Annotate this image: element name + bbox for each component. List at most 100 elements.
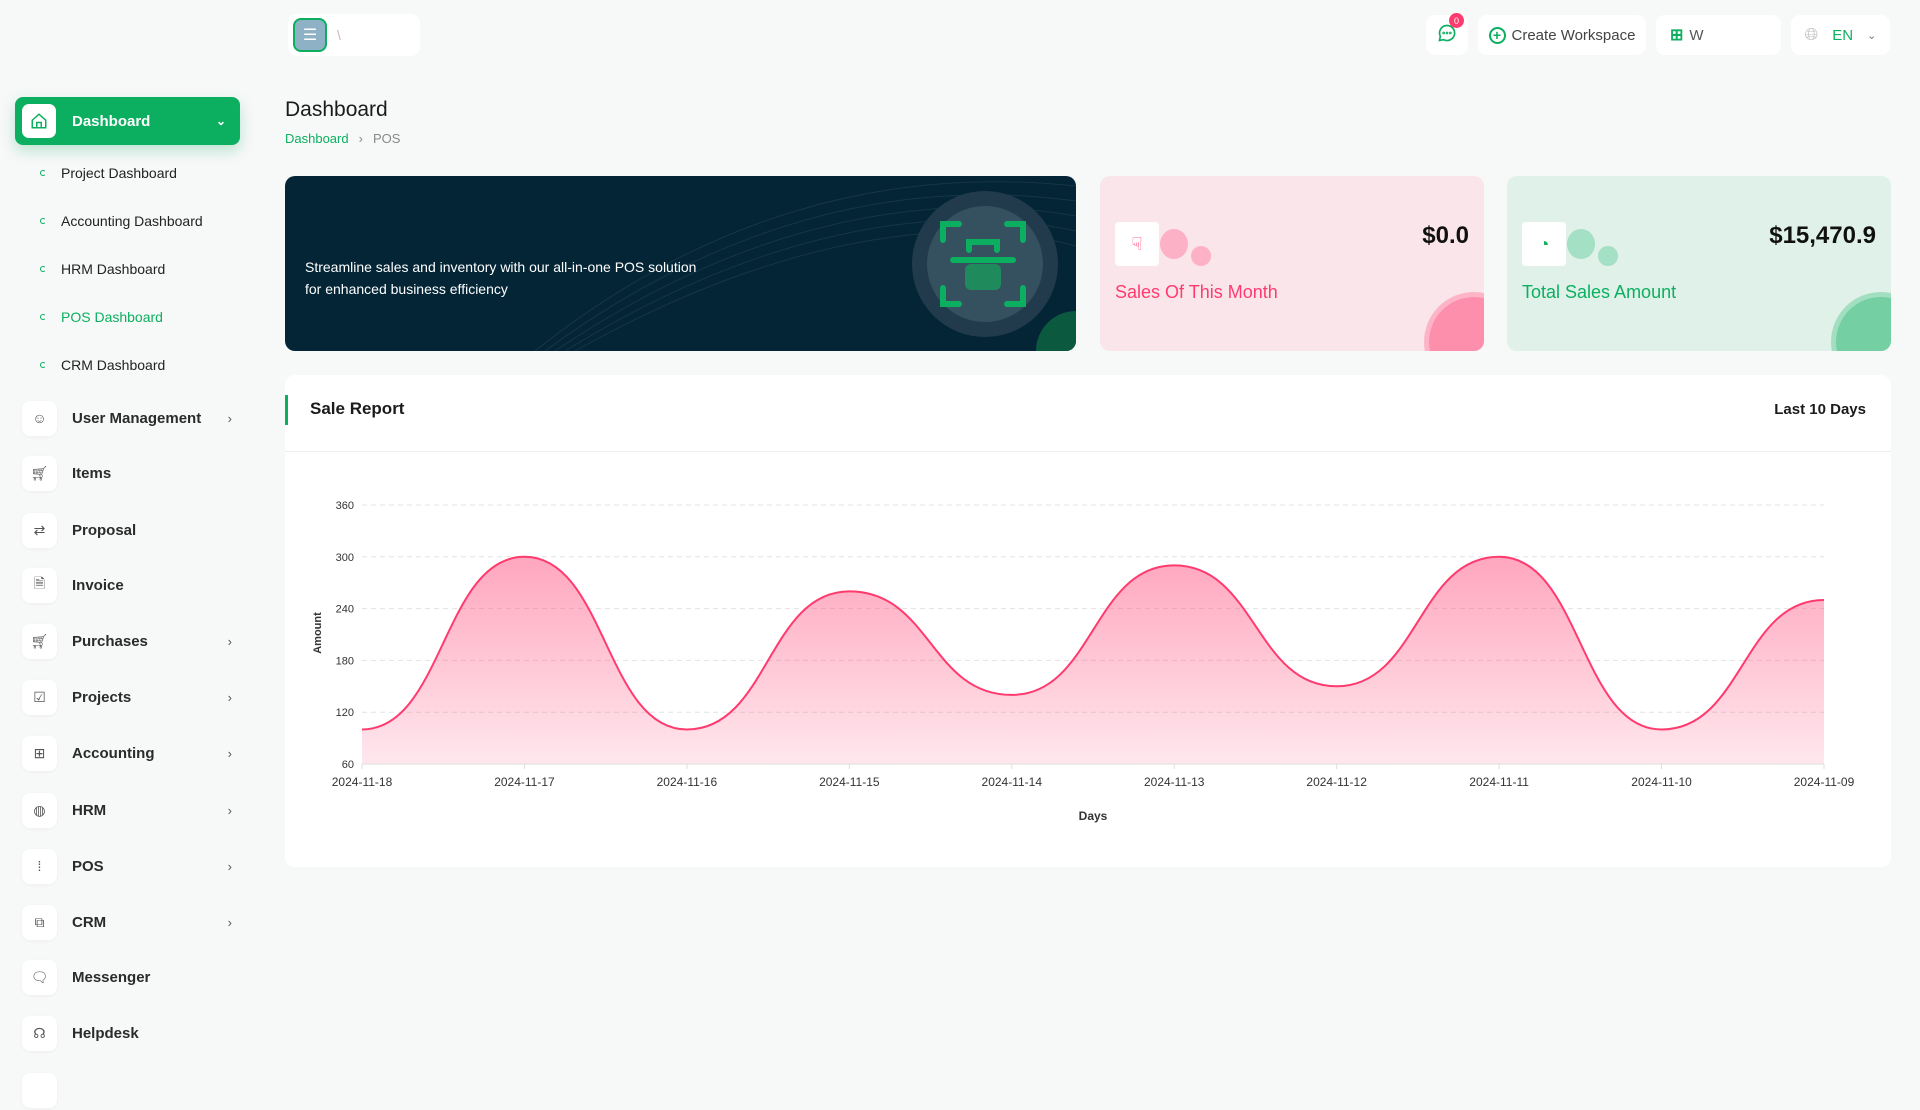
submenu-item[interactable]: POS Dashboard xyxy=(40,307,163,327)
cart-icon: 🛒︎ xyxy=(22,623,57,659)
sidebar-item-label: Accounting xyxy=(72,744,155,762)
submenu-label: POS Dashboard xyxy=(61,309,163,325)
y-tick-label: 240 xyxy=(336,604,354,616)
date-range-selector[interactable]: Last 10 Days xyxy=(1774,401,1866,418)
x-tick-label: 2024-11-11 xyxy=(1469,775,1529,789)
sidebar-item-more[interactable] xyxy=(22,1070,232,1110)
submenu-label: CRM Dashboard xyxy=(61,357,166,373)
checkbox-icon: ☑ xyxy=(22,679,57,715)
submenu-label: Accounting Dashboard xyxy=(61,213,203,229)
sale-report-chart: 60 120 180 240 300 360 2024-11-18 2024-11-17 202… xyxy=(312,500,1855,823)
sidebar-item-dashboard[interactable]: Dashboard ⌄ xyxy=(15,97,240,145)
y-tick-label: 120 xyxy=(336,707,354,719)
sidebar-item-label: Items xyxy=(72,464,112,482)
home-icon xyxy=(22,104,56,138)
chevron-right-icon: › xyxy=(227,633,232,649)
apps-icon: ⊞ xyxy=(22,735,57,771)
hrm-icon: ◍ xyxy=(22,792,57,828)
invoice-icon: 🗎︎ xyxy=(22,567,57,603)
sidebar-item-pos[interactable]: ⁞ POS › xyxy=(22,846,232,886)
sidebar-item-crm[interactable]: ⧉ CRM › xyxy=(22,902,232,942)
sidebar-item-hrm[interactable]: ◍ HRM › xyxy=(22,790,232,830)
language-selector[interactable]: 🌐︎ EN ⌄ xyxy=(1791,15,1890,55)
submenu-label: Project Dashboard xyxy=(61,165,177,181)
series-line xyxy=(361,555,1825,731)
breadcrumb: Dashboard › POS xyxy=(285,131,400,146)
sidebar-item-label: Projects xyxy=(72,688,132,706)
submenu-item[interactable]: Accounting Dashboard xyxy=(40,211,203,231)
building-icon: ☰ xyxy=(293,18,327,52)
sidebar-item-accounting[interactable]: ⊞ Accounting › xyxy=(22,733,232,773)
sidebar-item-label: Proposal xyxy=(72,521,137,539)
submenu-item[interactable]: HRM Dashboard xyxy=(40,259,165,279)
sidebar-item-label: User Management xyxy=(72,409,202,427)
sidebar-item-messenger[interactable]: 🗨︎ Messenger xyxy=(22,957,232,997)
stat-value: $0.0 xyxy=(1422,222,1469,249)
area-fill xyxy=(362,556,1824,764)
bullet-icon xyxy=(40,266,46,272)
sidebar-item-label: Purchases xyxy=(72,632,148,650)
x-tick-label: 2024-11-10 xyxy=(1631,775,1692,789)
sidebar-item-invoice[interactable]: 🗎︎ Invoice xyxy=(22,565,232,605)
submenu-item[interactable]: Project Dashboard xyxy=(40,163,177,183)
x-tick-label: 2024-11-13 xyxy=(1144,775,1205,789)
x-tick-label: 2024-11-15 xyxy=(819,775,880,789)
headset-icon: ☊ xyxy=(22,1015,57,1051)
sidebar-item-label: POS xyxy=(72,857,104,875)
y-axis-title: Amount xyxy=(312,612,324,654)
x-tick-label: 2024-11-17 xyxy=(494,775,555,789)
x-tick-label: 2024-11-09 xyxy=(1794,775,1855,789)
chevron-right-icon: › xyxy=(227,689,232,705)
chevron-down-icon: ⌄ xyxy=(215,114,226,128)
message-icon: 🗨︎ xyxy=(22,959,57,995)
scanner-icon xyxy=(935,216,1031,312)
pie-chart-icon: ◔ xyxy=(1522,222,1566,266)
proposal-icon: ⇄ xyxy=(22,512,57,548)
stat-card: ◔ $15,470.9 Total Sales Amount xyxy=(1507,176,1891,351)
workspace-name: \ xyxy=(337,27,341,43)
sidebar-item-label: Messenger xyxy=(72,968,151,986)
workspace-switcher[interactable]: ⊞ W xyxy=(1656,15,1781,55)
page-title: Dashboard xyxy=(285,98,388,121)
users-icon: ☺ xyxy=(22,400,57,436)
y-tick-label: 60 xyxy=(342,759,354,771)
bullet-icon xyxy=(40,218,46,224)
stat-label: Total Sales Amount xyxy=(1522,282,1677,302)
sidebar-item-label: CRM xyxy=(72,913,107,931)
y-tick-label: 180 xyxy=(336,655,354,667)
x-tick-label: 2024-11-18 xyxy=(332,775,393,789)
chevron-right-icon: › xyxy=(358,131,363,146)
y-tick-label: 360 xyxy=(336,500,354,512)
chevron-right-icon: › xyxy=(227,914,232,930)
create-workspace-button[interactable]: + Create Workspace xyxy=(1478,15,1646,55)
globe-icon: 🌐︎ xyxy=(1804,25,1819,44)
sidebar-item-label: Dashboard xyxy=(72,112,151,130)
grid-dots-icon: ⁞ xyxy=(22,848,57,884)
x-tick-label: 2024-11-12 xyxy=(1306,775,1367,789)
report-title: Sale Report xyxy=(310,399,405,418)
x-tick-label: 2024-11-16 xyxy=(657,775,718,789)
sidebar-item-helpdesk[interactable]: ☊ Helpdesk xyxy=(22,1013,232,1053)
stat-label: Sales Of This Month xyxy=(1115,282,1278,302)
sidebar-item-label: HRM xyxy=(72,801,107,819)
bullet-icon xyxy=(40,170,46,176)
breadcrumb-link[interactable]: Dashboard xyxy=(285,131,349,146)
sidebar-item-purchases[interactable]: 🛒︎ Purchases › xyxy=(22,621,232,661)
crm-icon: ⧉ xyxy=(22,904,57,940)
stat-value: $15,470.9 xyxy=(1769,222,1876,249)
chevron-right-icon: › xyxy=(227,410,232,426)
sidebar-item-projects[interactable]: ☑ Projects › xyxy=(22,677,232,717)
messages-button[interactable]: 0 xyxy=(1426,13,1468,55)
sidebar-item-items[interactable]: 🛒︎ Items xyxy=(22,453,232,493)
plus-circle-icon: + xyxy=(1488,26,1506,44)
y-tick-label: 300 xyxy=(336,552,354,564)
sidebar-item-user-management[interactable]: ☺ User Management › xyxy=(22,398,232,438)
chevron-right-icon: › xyxy=(227,802,232,818)
submenu-item[interactable]: CRM Dashboard xyxy=(40,355,165,375)
sidebar-item-proposal[interactable]: ⇄ Proposal xyxy=(22,510,232,550)
x-axis-title: Days xyxy=(1079,809,1108,823)
x-tick-label: 2024-11-14 xyxy=(982,775,1043,789)
bullet-icon xyxy=(40,314,46,320)
workspace-logo[interactable]: ☰ \ xyxy=(288,14,420,56)
apps-add-icon: ⊞ xyxy=(1670,27,1684,44)
